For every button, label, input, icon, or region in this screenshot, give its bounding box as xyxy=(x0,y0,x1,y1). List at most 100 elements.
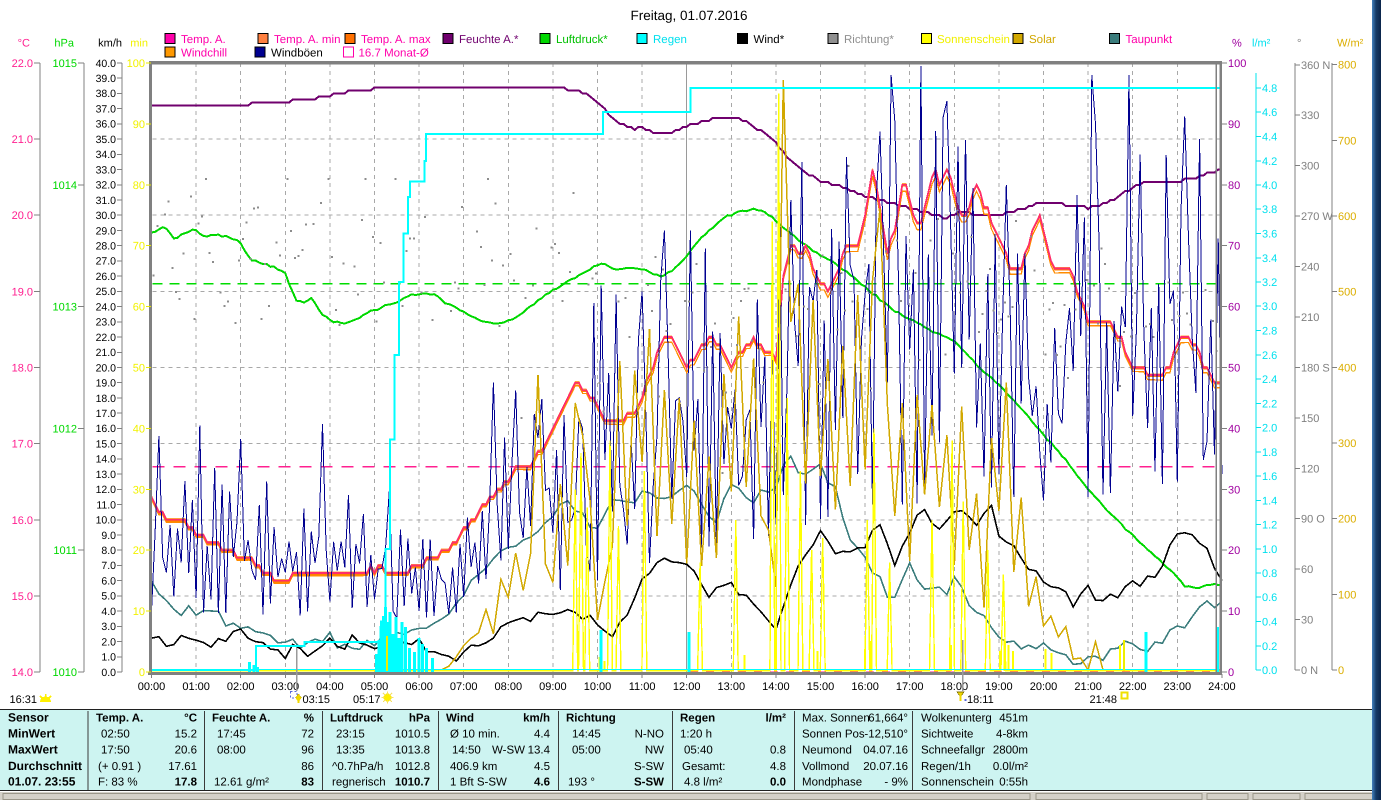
svg-text:^0.7hPa/h: ^0.7hPa/h xyxy=(332,761,383,773)
svg-text:Temp. A. max: Temp. A. max xyxy=(361,34,431,46)
svg-text:00:00: 00:00 xyxy=(138,681,166,693)
svg-text:80: 80 xyxy=(133,180,145,192)
svg-text:17:00: 17:00 xyxy=(896,681,924,693)
svg-text:21:00: 21:00 xyxy=(1074,681,1102,693)
svg-text:4.4: 4.4 xyxy=(1262,132,1277,144)
svg-text:24.0: 24.0 xyxy=(96,301,117,313)
svg-text:16.7 Monat-Ø: 16.7 Monat-Ø xyxy=(359,48,429,60)
svg-text:3.0: 3.0 xyxy=(1262,301,1277,313)
svg-text:09:00: 09:00 xyxy=(539,681,567,693)
svg-text:2.0: 2.0 xyxy=(101,636,116,648)
svg-text:Regen/1h: Regen/1h xyxy=(921,761,971,773)
svg-text:1011: 1011 xyxy=(53,545,77,557)
svg-text:4.5: 4.5 xyxy=(534,761,550,773)
svg-text:21.0: 21.0 xyxy=(12,134,33,146)
svg-text:05:17: 05:17 xyxy=(353,694,381,706)
svg-text:300: 300 xyxy=(1338,438,1356,450)
svg-text:0.2: 0.2 xyxy=(1262,641,1277,653)
svg-text:18.0: 18.0 xyxy=(96,393,117,405)
svg-text:19.0: 19.0 xyxy=(96,378,117,390)
svg-text:MinWert: MinWert xyxy=(8,727,55,741)
svg-text:90: 90 xyxy=(1228,119,1240,131)
svg-text:W-SW: W-SW xyxy=(492,745,525,757)
svg-text:1.8: 1.8 xyxy=(1262,447,1277,459)
svg-text:330: 330 xyxy=(1301,110,1319,122)
svg-text:61,664°: 61,664° xyxy=(868,713,908,725)
svg-text:hPa: hPa xyxy=(409,713,431,725)
svg-text:4.0: 4.0 xyxy=(101,606,116,618)
svg-text:1010.5: 1010.5 xyxy=(395,729,430,741)
svg-text:15.2: 15.2 xyxy=(175,729,197,741)
svg-text:N-NO: N-NO xyxy=(635,729,664,741)
svg-text:Freitag, 01.07.2016: Freitag, 01.07.2016 xyxy=(630,8,747,23)
svg-text:270 W: 270 W xyxy=(1301,211,1333,223)
svg-text:16:00: 16:00 xyxy=(851,681,879,693)
svg-text:20.0: 20.0 xyxy=(12,210,33,222)
svg-text:10:00: 10:00 xyxy=(584,681,612,693)
svg-text:4.6: 4.6 xyxy=(534,777,550,789)
svg-text:20: 20 xyxy=(133,545,145,557)
svg-text:16:31: 16:31 xyxy=(10,694,38,706)
svg-text:17:50: 17:50 xyxy=(101,745,130,757)
svg-text:28.0: 28.0 xyxy=(96,241,117,253)
svg-text:1:20 h: 1:20 h xyxy=(680,729,712,741)
svg-text:3.0: 3.0 xyxy=(101,621,116,633)
svg-text:40.0: 40.0 xyxy=(96,58,117,70)
svg-text:33.0: 33.0 xyxy=(96,164,117,176)
svg-text:70: 70 xyxy=(133,241,145,253)
svg-text:Neumond: Neumond xyxy=(802,745,852,757)
svg-text:90 O: 90 O xyxy=(1301,514,1325,526)
svg-text:4.2: 4.2 xyxy=(1262,156,1277,168)
svg-text:Richtung: Richtung xyxy=(566,713,616,725)
svg-text:451m: 451m xyxy=(999,713,1028,725)
svg-text:15:00: 15:00 xyxy=(807,681,835,693)
svg-text:0.6: 0.6 xyxy=(1262,592,1277,604)
svg-text:23.0: 23.0 xyxy=(96,317,117,329)
svg-text:24:00: 24:00 xyxy=(1208,681,1236,693)
svg-text:10.0: 10.0 xyxy=(96,515,117,527)
svg-text:13:35: 13:35 xyxy=(336,745,365,757)
svg-text:193 °: 193 ° xyxy=(568,777,595,789)
svg-text:1.4: 1.4 xyxy=(1262,495,1277,507)
svg-text:W/m²: W/m² xyxy=(1337,38,1364,50)
svg-text:2.0: 2.0 xyxy=(1262,423,1277,435)
svg-text:02:00: 02:00 xyxy=(227,681,255,693)
svg-text:39.0: 39.0 xyxy=(96,73,117,85)
svg-text:4.6: 4.6 xyxy=(1262,107,1277,119)
svg-text:0.8: 0.8 xyxy=(1262,568,1277,580)
svg-text:Mondphase: Mondphase xyxy=(802,777,862,789)
svg-text:08:00: 08:00 xyxy=(495,681,523,693)
svg-text:Taupunkt: Taupunkt xyxy=(1126,34,1173,46)
svg-text:02:50: 02:50 xyxy=(101,729,130,741)
svg-text:20.6: 20.6 xyxy=(175,745,197,757)
svg-text:Temp. A. min: Temp. A. min xyxy=(274,34,340,46)
svg-text:2.2: 2.2 xyxy=(1262,398,1277,410)
svg-text:2.8: 2.8 xyxy=(1262,326,1277,338)
svg-text:70: 70 xyxy=(1228,241,1240,253)
svg-text:Sensor: Sensor xyxy=(8,711,49,725)
svg-text:07:00: 07:00 xyxy=(450,681,478,693)
svg-text:0: 0 xyxy=(1228,667,1234,679)
svg-text:14:00: 14:00 xyxy=(762,681,790,693)
svg-text:19:00: 19:00 xyxy=(985,681,1013,693)
svg-text:12:00: 12:00 xyxy=(673,681,701,693)
svg-text:04.07.16: 04.07.16 xyxy=(863,745,908,757)
svg-text:210: 210 xyxy=(1301,312,1319,324)
svg-text:1.0: 1.0 xyxy=(101,652,116,664)
svg-text:5.0: 5.0 xyxy=(101,591,116,603)
svg-text:37.0: 37.0 xyxy=(96,104,117,116)
svg-text:22.0: 22.0 xyxy=(96,332,117,344)
svg-text:3.6: 3.6 xyxy=(1262,229,1277,241)
svg-text:29.0: 29.0 xyxy=(96,225,117,237)
svg-text:0: 0 xyxy=(139,667,145,679)
svg-text:1 Bft S-SW: 1 Bft S-SW xyxy=(450,777,507,789)
svg-text:Wolkenunterg: Wolkenunterg xyxy=(921,713,992,725)
svg-text:Feuchte A.: Feuchte A. xyxy=(212,713,270,725)
svg-text:14:50: 14:50 xyxy=(452,745,481,757)
svg-text:km/h: km/h xyxy=(98,38,122,50)
svg-text:Max. Sonnen: Max. Sonnen xyxy=(802,713,870,725)
svg-text:NW: NW xyxy=(645,745,664,757)
svg-text:F: 83 %: F: 83 % xyxy=(98,777,138,789)
svg-text:35.0: 35.0 xyxy=(96,134,117,146)
svg-text:30: 30 xyxy=(133,484,145,496)
